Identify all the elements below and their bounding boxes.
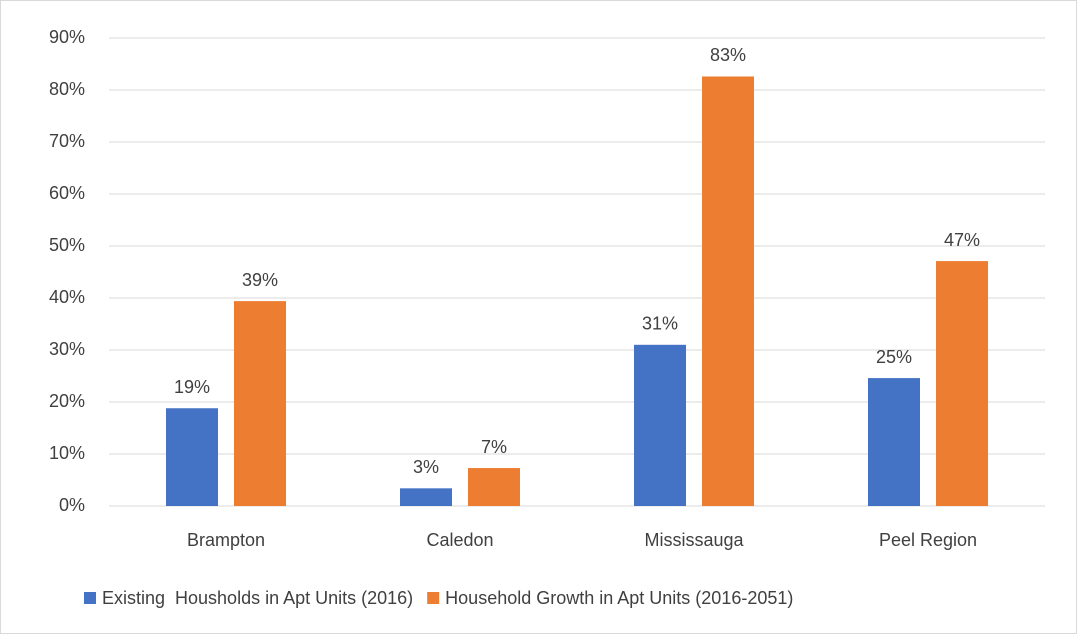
data-label: 83% (710, 45, 746, 65)
legend-swatch (84, 592, 96, 604)
y-tick-label: 80% (49, 79, 85, 99)
bar (868, 378, 920, 506)
bar (234, 301, 286, 506)
legend-label: Household Growth in Apt Units (2016-2051… (445, 588, 793, 608)
bar (634, 344, 686, 506)
data-label: 47% (944, 230, 980, 250)
y-tick-label: 70% (49, 131, 85, 151)
data-label: 39% (242, 270, 278, 290)
y-tick-label: 40% (49, 287, 85, 307)
y-tick-label: 90% (49, 27, 85, 47)
data-label: 31% (642, 314, 678, 334)
bar (400, 488, 452, 506)
data-label: 7% (481, 437, 507, 457)
y-tick-label: 60% (49, 183, 85, 203)
y-tick-label: 20% (49, 391, 85, 411)
x-tick-label: Mississauga (644, 530, 744, 550)
x-tick-label: Brampton (187, 530, 265, 550)
bar (702, 76, 754, 506)
x-tick-label: Caledon (426, 530, 493, 550)
bar (468, 468, 520, 506)
data-label: 19% (174, 377, 210, 397)
y-tick-label: 0% (59, 495, 85, 515)
bar (936, 261, 988, 506)
data-label: 3% (413, 457, 439, 477)
y-tick-label: 10% (49, 443, 85, 463)
data-label: 25% (876, 347, 912, 367)
bar (166, 408, 218, 506)
y-tick-label: 50% (49, 235, 85, 255)
x-tick-label: Peel Region (879, 530, 977, 550)
y-tick-label: 30% (49, 339, 85, 359)
legend-swatch (427, 592, 440, 604)
legend-label: Existing Housholds in Apt Units (2016) (102, 588, 413, 608)
